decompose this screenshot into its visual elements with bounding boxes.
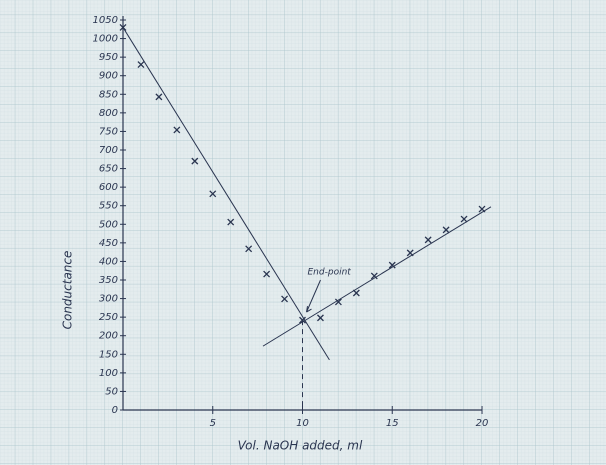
y-tick-label: 250 bbox=[99, 312, 118, 323]
data-point bbox=[227, 218, 235, 226]
data-point bbox=[173, 126, 181, 134]
x-axis-label: Vol. NaOH added, ml bbox=[238, 439, 363, 453]
data-point bbox=[299, 316, 306, 324]
y-tick-label: 150 bbox=[99, 349, 118, 360]
y-tick-label: 1000 bbox=[93, 34, 118, 45]
y-tick-label: 200 bbox=[99, 331, 118, 342]
x-tick-label: 10 bbox=[296, 418, 309, 429]
y-tick-label: 350 bbox=[99, 275, 118, 286]
y-tick-label: 550 bbox=[99, 201, 118, 212]
y-tick-label: 800 bbox=[99, 108, 118, 119]
y-tick-label: 450 bbox=[99, 238, 118, 249]
y-tick-label: 600 bbox=[99, 182, 118, 193]
y-tick-label: 50 bbox=[105, 386, 118, 397]
data-point bbox=[460, 215, 468, 223]
x-tick-label: 20 bbox=[476, 418, 489, 429]
data-point bbox=[370, 272, 378, 280]
y-tick-label: 500 bbox=[99, 219, 118, 230]
data-point bbox=[442, 226, 450, 234]
y-tick-label: 700 bbox=[99, 145, 118, 156]
data-point bbox=[281, 295, 289, 303]
y-tick-label: 650 bbox=[99, 164, 118, 175]
y-tick-label: 850 bbox=[99, 89, 118, 100]
annotation: End-point bbox=[308, 268, 352, 278]
y-tick-label: 950 bbox=[99, 52, 118, 63]
data-point bbox=[316, 314, 324, 322]
annotation-arrow bbox=[306, 279, 321, 313]
data-point bbox=[209, 190, 217, 198]
data-point bbox=[119, 23, 127, 31]
y-tick-label: 1050 bbox=[93, 15, 118, 26]
data-point bbox=[263, 270, 271, 278]
y-tick-label: 400 bbox=[99, 256, 118, 267]
data-point bbox=[406, 249, 414, 257]
plot-area: 0 50 100 150 200 250 300 350 400 450 500 550 600 650 7… bbox=[93, 15, 492, 429]
fit-line bbox=[262, 206, 492, 347]
y-tick-label: 0 bbox=[112, 405, 118, 416]
data-point bbox=[424, 236, 432, 244]
data-point bbox=[388, 261, 396, 269]
y-axis-label: Conductance bbox=[61, 251, 75, 330]
x-tick-label: 15 bbox=[386, 418, 399, 429]
data-point bbox=[137, 61, 145, 69]
data-point bbox=[191, 157, 199, 165]
y-tick-label: 100 bbox=[99, 368, 118, 379]
y-tick-label: 300 bbox=[99, 294, 118, 305]
y-tick-label: 900 bbox=[99, 71, 118, 82]
y-tick-label: 750 bbox=[99, 126, 118, 137]
data-point bbox=[245, 245, 253, 253]
data-point bbox=[352, 289, 360, 297]
fit-line bbox=[122, 27, 330, 361]
data-point bbox=[155, 93, 163, 101]
x-tick-label: 5 bbox=[210, 418, 216, 429]
data-point bbox=[478, 205, 486, 213]
data-point bbox=[334, 298, 342, 306]
